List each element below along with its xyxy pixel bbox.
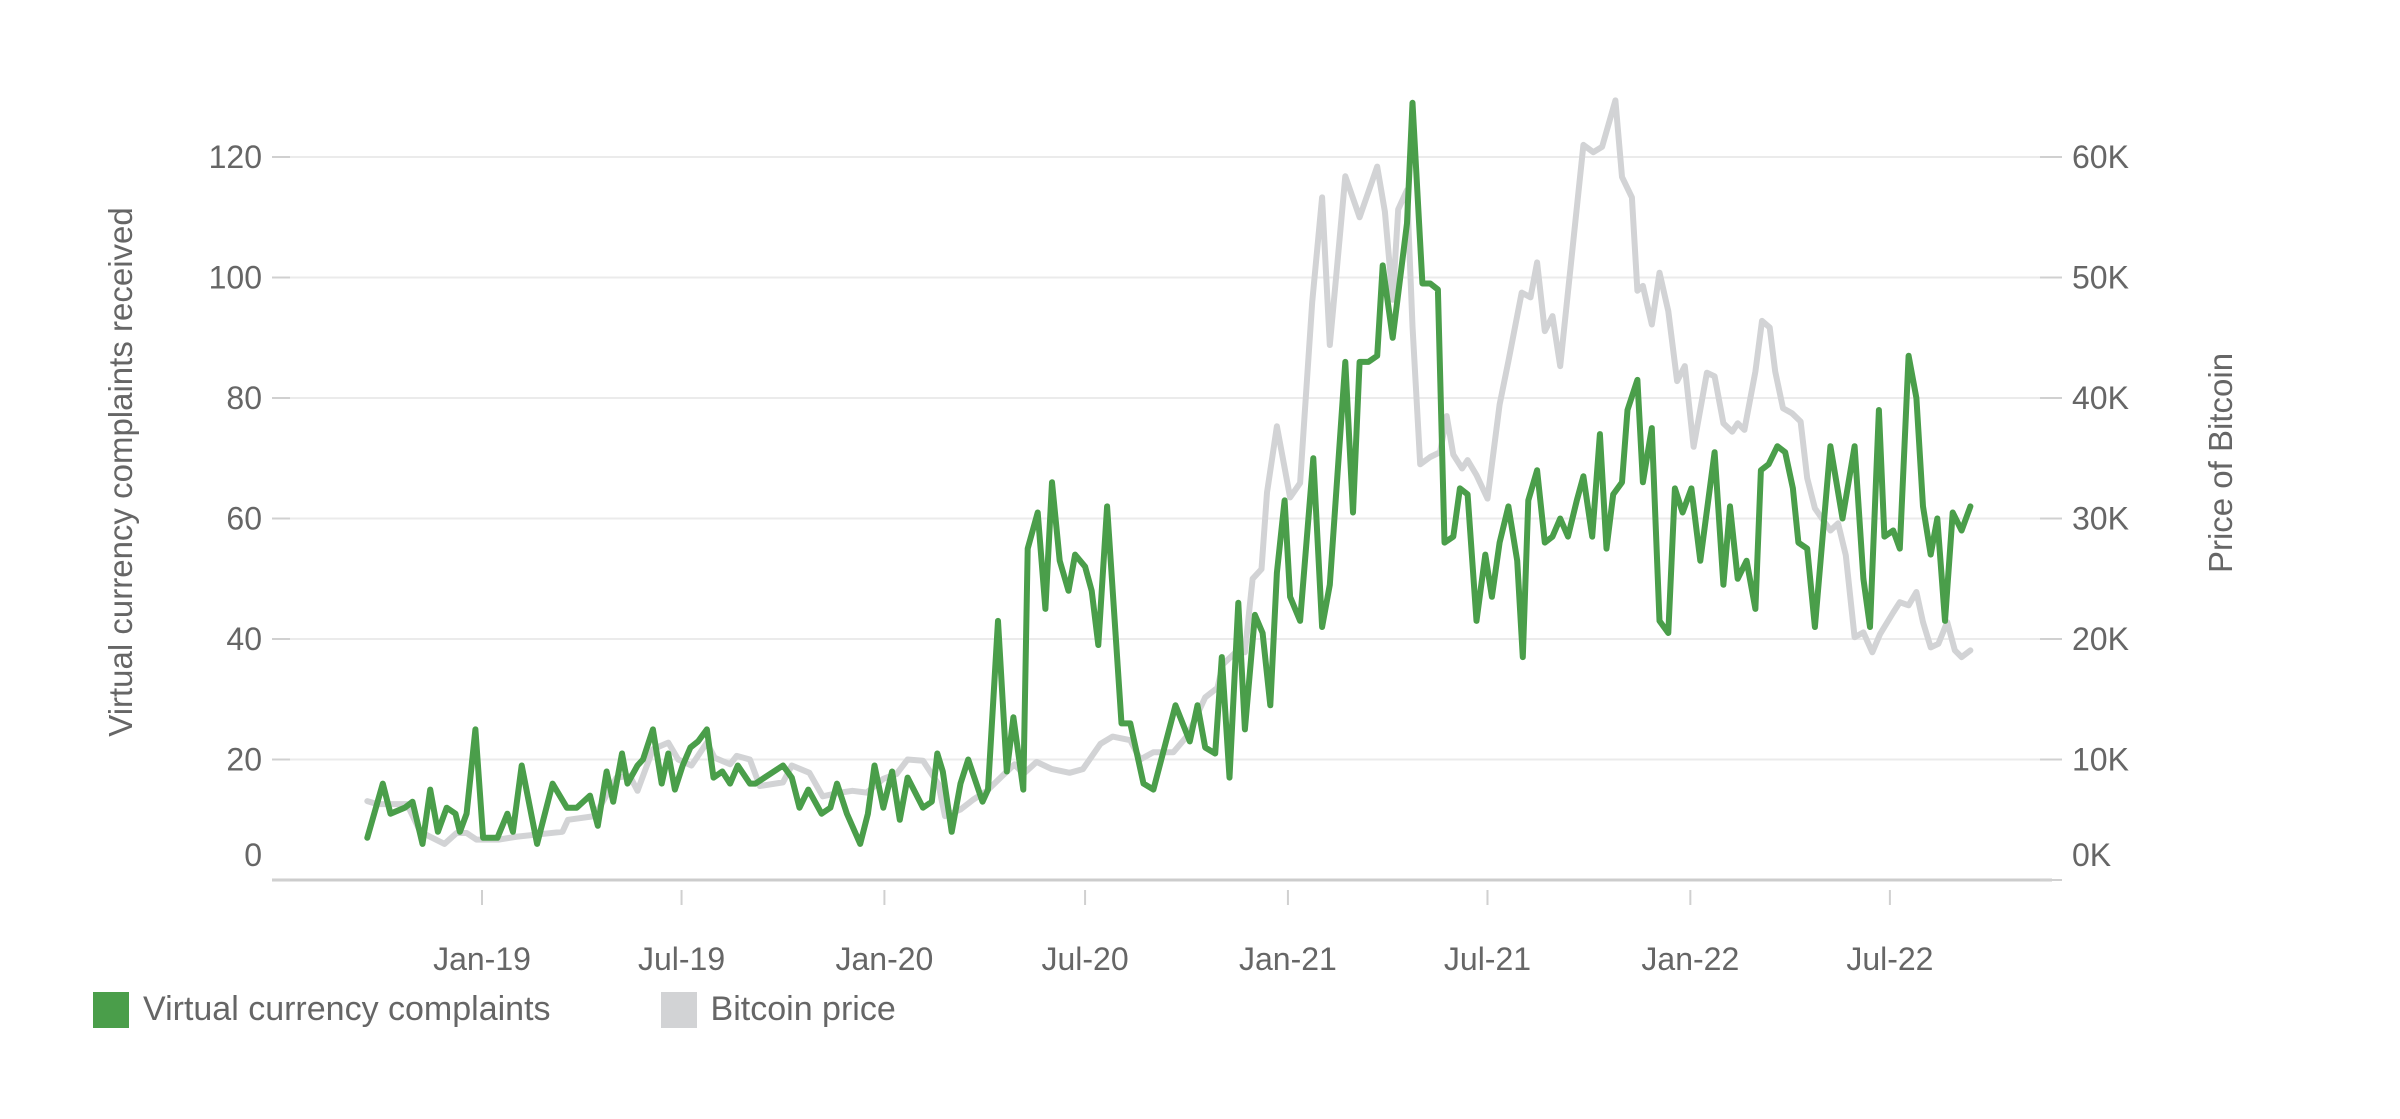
left-y-axis-title: Virtual currency complaints received bbox=[102, 207, 139, 736]
gridlines bbox=[290, 156, 2040, 761]
bitcoin-price-line bbox=[364, 97, 1974, 847]
right-y-tick-label: 0K bbox=[2072, 837, 2111, 873]
legend: Virtual currency complaints Bitcoin pric… bbox=[93, 990, 1006, 1029]
x-tick-label: Jan-21 bbox=[1239, 941, 1337, 977]
x-tick-label: Jul-21 bbox=[1444, 941, 1531, 977]
right-y-tick-label: 30K bbox=[2072, 501, 2129, 537]
left-y-tick-label: 80 bbox=[226, 380, 262, 416]
left-y-tick-label: 40 bbox=[226, 621, 262, 657]
right-y-tick-label: 10K bbox=[2072, 742, 2129, 778]
x-tick-label: Jan-19 bbox=[433, 941, 531, 977]
right-y-tick-label: 20K bbox=[2072, 621, 2129, 657]
left-y-tick-label: 20 bbox=[226, 742, 262, 778]
right-y-tick-label: 60K bbox=[2072, 139, 2129, 175]
left-y-tick-label: 0 bbox=[244, 837, 262, 873]
legend-label-complaints: Virtual currency complaints bbox=[143, 990, 551, 1028]
right-y-tick-label: 50K bbox=[2072, 260, 2129, 296]
x-tick-label: Jan-20 bbox=[835, 941, 933, 977]
right-y-axis-ticks: 0K 10K 20K 30K 40K 50K 60K bbox=[2040, 139, 2129, 881]
series-bitcoin-price bbox=[364, 97, 1974, 847]
legend-label-bitcoin: Bitcoin price bbox=[710, 990, 896, 1028]
left-y-tick-label: 100 bbox=[209, 260, 262, 296]
legend-item-complaints[interactable]: Virtual currency complaints bbox=[93, 990, 551, 1029]
series-complaints bbox=[364, 99, 1974, 847]
right-y-axis-title: Price of Bitcoin bbox=[2202, 353, 2239, 573]
left-y-tick-label: 120 bbox=[209, 139, 262, 175]
legend-swatch-complaints bbox=[93, 991, 129, 1028]
left-y-tick-label: 60 bbox=[226, 501, 262, 537]
series-lines bbox=[364, 97, 1974, 847]
x-tick-label: Jan-22 bbox=[1641, 941, 1739, 977]
x-tick-label: Jul-19 bbox=[638, 941, 725, 977]
right-y-tick-label: 40K bbox=[2072, 380, 2129, 416]
x-axis-ticks: Jan-19 Jul-19 Jan-20 Jul-20 Jan-21 Jul-21 Jan-… bbox=[433, 890, 1933, 977]
x-tick-label: Jul-20 bbox=[1041, 941, 1128, 977]
left-y-axis-ticks: 0 20 40 60 80 100 120 bbox=[209, 139, 290, 881]
x-tick-label: Jul-22 bbox=[1846, 941, 1933, 977]
legend-swatch-bitcoin bbox=[660, 991, 697, 1028]
complaints-line bbox=[364, 99, 1974, 847]
legend-item-bitcoin[interactable]: Bitcoin price bbox=[660, 990, 896, 1029]
